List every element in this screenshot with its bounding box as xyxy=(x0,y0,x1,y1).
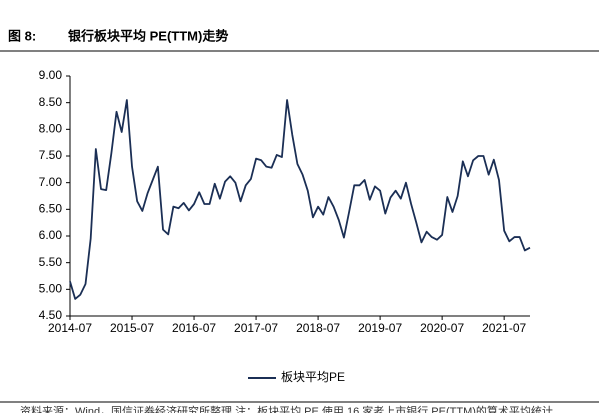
x-tick-label: 2019-07 xyxy=(358,321,402,335)
y-tick-label: 6.00 xyxy=(39,228,63,242)
chart-title: 银行板块平均 PE(TTM)走势 xyxy=(68,28,228,43)
x-tick-label: 2015-07 xyxy=(110,321,154,335)
y-tick-label: 8.50 xyxy=(39,95,63,109)
x-tick-label: 2021-07 xyxy=(482,321,526,335)
source-note: 资料来源：Wind，国信证券经济研究所整理 注：板块平均 PE 使用 16 家老… xyxy=(20,404,553,413)
y-tick-label: 5.00 xyxy=(39,282,63,296)
data-line xyxy=(69,99,531,300)
figure-label: 图 8: xyxy=(8,28,36,43)
x-tick-label: 2020-07 xyxy=(420,321,464,335)
x-tick-label: 2018-07 xyxy=(296,321,340,335)
y-tick-label: 4.50 xyxy=(39,308,63,322)
y-tick-label: 8.00 xyxy=(39,122,63,136)
y-tick-label: 5.50 xyxy=(39,255,63,269)
y-tick-label: 6.50 xyxy=(39,202,63,216)
x-tick-label: 2017-07 xyxy=(234,321,278,335)
y-tick-label: 7.50 xyxy=(39,148,63,162)
x-tick-label: 2014-07 xyxy=(48,321,92,335)
y-tick-label: 9.00 xyxy=(39,68,63,82)
legend-label: 板块平均PE xyxy=(281,370,345,384)
y-tick-label: 7.00 xyxy=(39,175,63,189)
x-tick-label: 2016-07 xyxy=(172,321,216,335)
